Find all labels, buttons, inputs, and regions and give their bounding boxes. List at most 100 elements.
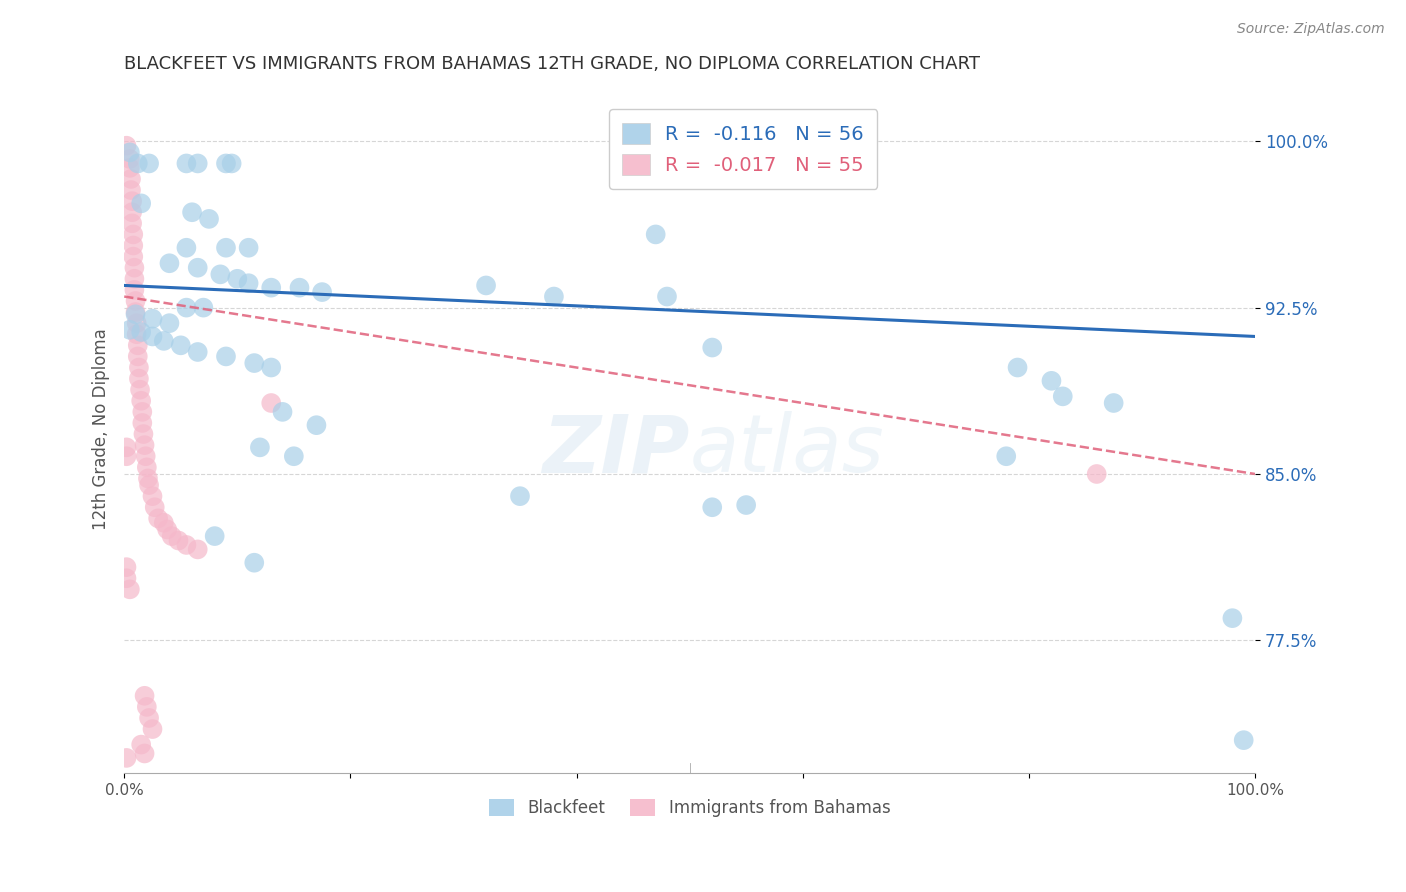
Point <box>152 334 174 348</box>
Point <box>198 211 221 226</box>
Point <box>115 571 138 585</box>
Point <box>243 556 266 570</box>
Point <box>122 227 145 242</box>
Point <box>125 316 148 330</box>
Point <box>156 523 179 537</box>
Point <box>152 516 174 530</box>
Point <box>243 356 266 370</box>
Text: BLACKFEET VS IMMIGRANTS FROM BAHAMAS 12TH GRADE, NO DIPLOMA CORRELATION CHART: BLACKFEET VS IMMIGRANTS FROM BAHAMAS 12T… <box>124 55 980 73</box>
Point <box>115 449 138 463</box>
Point <box>1102 396 1125 410</box>
Point <box>644 227 666 242</box>
Point <box>288 280 311 294</box>
Point <box>187 345 209 359</box>
Point <box>1007 360 1029 375</box>
Point <box>283 449 305 463</box>
Point <box>120 172 142 186</box>
Point <box>124 307 146 321</box>
Point <box>128 360 150 375</box>
Point <box>1233 733 1256 747</box>
Point <box>260 396 283 410</box>
Point <box>118 152 141 166</box>
Point <box>226 272 249 286</box>
Point <box>995 449 1018 463</box>
Point <box>1040 374 1063 388</box>
Point <box>124 260 146 275</box>
Point <box>141 311 163 326</box>
Point <box>135 699 157 714</box>
Point <box>122 250 145 264</box>
Point <box>215 156 238 170</box>
Point <box>170 338 193 352</box>
Point <box>138 478 160 492</box>
Point <box>135 460 157 475</box>
Point <box>127 156 149 170</box>
Text: ZIP: ZIP <box>543 411 689 489</box>
Point <box>134 689 156 703</box>
Point <box>115 138 138 153</box>
Point <box>204 529 226 543</box>
Point <box>271 405 294 419</box>
Point <box>543 289 565 303</box>
Point <box>129 196 152 211</box>
Point <box>141 722 163 736</box>
Point <box>702 341 724 355</box>
Point <box>187 542 209 557</box>
Point <box>124 272 146 286</box>
Legend: Blackfeet, Immigrants from Bahamas: Blackfeet, Immigrants from Bahamas <box>482 792 897 823</box>
Point <box>141 329 163 343</box>
Point <box>118 323 141 337</box>
Point <box>129 738 152 752</box>
Point <box>115 441 138 455</box>
Point <box>121 216 143 230</box>
Point <box>1222 611 1244 625</box>
Point <box>249 441 271 455</box>
Point <box>311 285 333 299</box>
Point <box>176 301 198 315</box>
Point <box>131 416 153 430</box>
Point <box>138 711 160 725</box>
Point <box>143 500 166 515</box>
Point <box>124 293 146 308</box>
Point <box>121 205 143 219</box>
Point <box>134 438 156 452</box>
Point <box>305 418 328 433</box>
Point <box>475 278 498 293</box>
Point <box>125 327 148 342</box>
Point <box>124 305 146 319</box>
Point <box>120 183 142 197</box>
Point <box>127 338 149 352</box>
Point <box>176 241 198 255</box>
Point <box>129 325 152 339</box>
Point <box>238 241 260 255</box>
Point <box>160 529 183 543</box>
Point <box>129 383 152 397</box>
Point <box>735 498 758 512</box>
Point <box>159 256 181 270</box>
Point <box>115 751 138 765</box>
Point <box>118 145 141 160</box>
Point <box>176 156 198 170</box>
Point <box>215 241 238 255</box>
Point <box>187 156 209 170</box>
Point <box>181 205 204 219</box>
Point <box>159 316 181 330</box>
Point <box>655 289 678 303</box>
Text: atlas: atlas <box>689 411 884 489</box>
Point <box>238 277 260 291</box>
Point <box>122 238 145 252</box>
Point <box>129 393 152 408</box>
Point <box>115 560 138 574</box>
Point <box>141 489 163 503</box>
Point <box>193 301 215 315</box>
Point <box>167 533 190 548</box>
Point <box>127 350 149 364</box>
Point <box>215 350 238 364</box>
Point <box>136 471 159 485</box>
Point <box>187 260 209 275</box>
Point <box>131 405 153 419</box>
Point <box>702 500 724 515</box>
Point <box>221 156 243 170</box>
Point <box>132 427 155 442</box>
Point <box>134 747 156 761</box>
